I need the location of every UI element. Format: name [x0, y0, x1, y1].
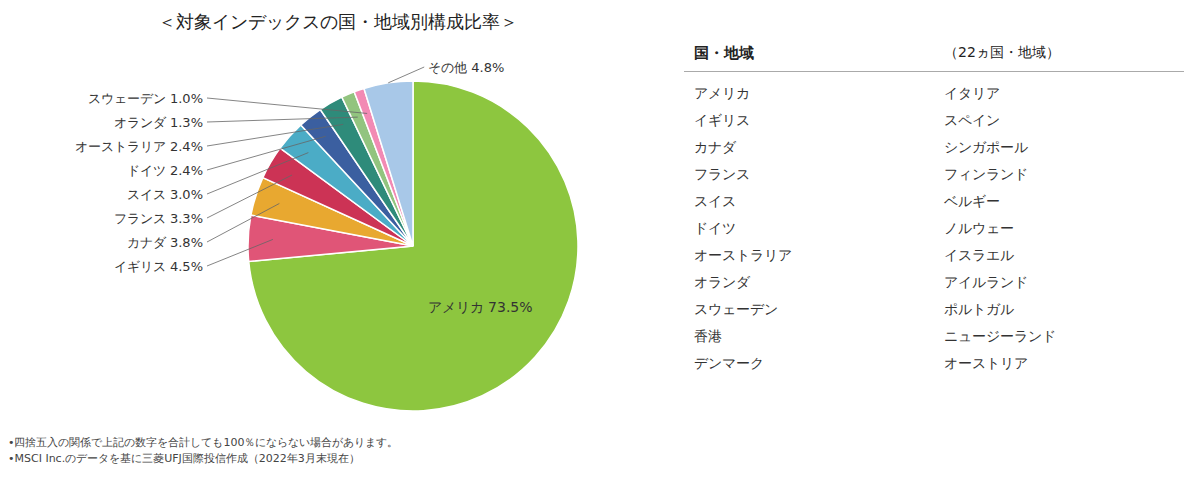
html-text:イスラエル: イスラエル — [944, 246, 1014, 263]
html-text:シンガポール: シンガポール — [944, 138, 1028, 155]
html-text:香港: 香港 — [694, 327, 722, 344]
html-text:＜対象インデックスの国・地域別構成比率＞: ＜対象インデックスの国・地域別構成比率＞ — [158, 11, 518, 32]
svg-text:オーストラリア 2.4%: オーストラリア 2.4% — [75, 139, 203, 154]
html-text:オランダ: オランダ — [694, 273, 750, 290]
html-text:カナダ: カナダ — [694, 138, 736, 155]
html-text:ドイツ: ドイツ — [694, 219, 736, 236]
svg-text:その他 4.8%: その他 4.8% — [428, 60, 504, 75]
svg-text:イギリス 4.5%: イギリス 4.5% — [114, 259, 203, 274]
html-text:•MSCI Inc.のデータを基に三菱UFJ国際投信作成（2: •MSCI Inc.のデータを基に三菱UFJ国際投信作成（2022年3月末現在） — [8, 452, 360, 465]
html-text:フィンランド: フィンランド — [944, 165, 1028, 182]
svg-text:ドイツ 2.4%: ドイツ 2.4% — [127, 163, 203, 178]
html-text:国・地域: 国・地域 — [694, 44, 754, 62]
html-text:スウェーデン: スウェーデン — [694, 300, 778, 317]
html-text:イギリス: イギリス — [694, 111, 750, 128]
svg-text:フランス 3.3%: フランス 3.3% — [114, 211, 203, 226]
html-text:•四捨五入の関係で上記の数字を合計しても100％にならない場: •四捨五入の関係で上記の数字を合計しても100％にならない場合があります。 — [8, 436, 399, 449]
html-text:ニュージーランド: ニュージーランド — [944, 327, 1056, 344]
html-text:スイス: スイス — [694, 192, 736, 209]
html-text:ノルウェー: ノルウェー — [944, 219, 1014, 236]
svg-text:オランダ 1.3%: オランダ 1.3% — [114, 115, 203, 130]
html-text:スペイン: スペイン — [944, 111, 1000, 128]
svg-text:スウェーデン 1.0%: スウェーデン 1.0% — [88, 91, 203, 106]
html-text:（22ヵ国・地域）: （22ヵ国・地域） — [944, 44, 1060, 60]
html-text:オーストリア: オーストリア — [944, 354, 1028, 371]
html-text:アイルランド: アイルランド — [944, 273, 1028, 290]
html-text:デンマーク: デンマーク — [694, 354, 764, 371]
svg-text:アメリカ 73.5%: アメリカ 73.5% — [428, 299, 533, 315]
svg-text:カナダ 3.8%: カナダ 3.8% — [127, 235, 203, 250]
html-text:ポルトガル: ポルトガル — [944, 300, 1014, 317]
html-text:イタリア: イタリア — [944, 84, 1000, 101]
html-text:フランス: フランス — [694, 165, 750, 182]
html-text:オーストラリア: オーストラリア — [694, 246, 792, 263]
svg-text:スイス 3.0%: スイス 3.0% — [127, 187, 203, 202]
html-text:ベルギー: ベルギー — [944, 192, 1000, 209]
html-text:アメリカ: アメリカ — [694, 84, 750, 101]
